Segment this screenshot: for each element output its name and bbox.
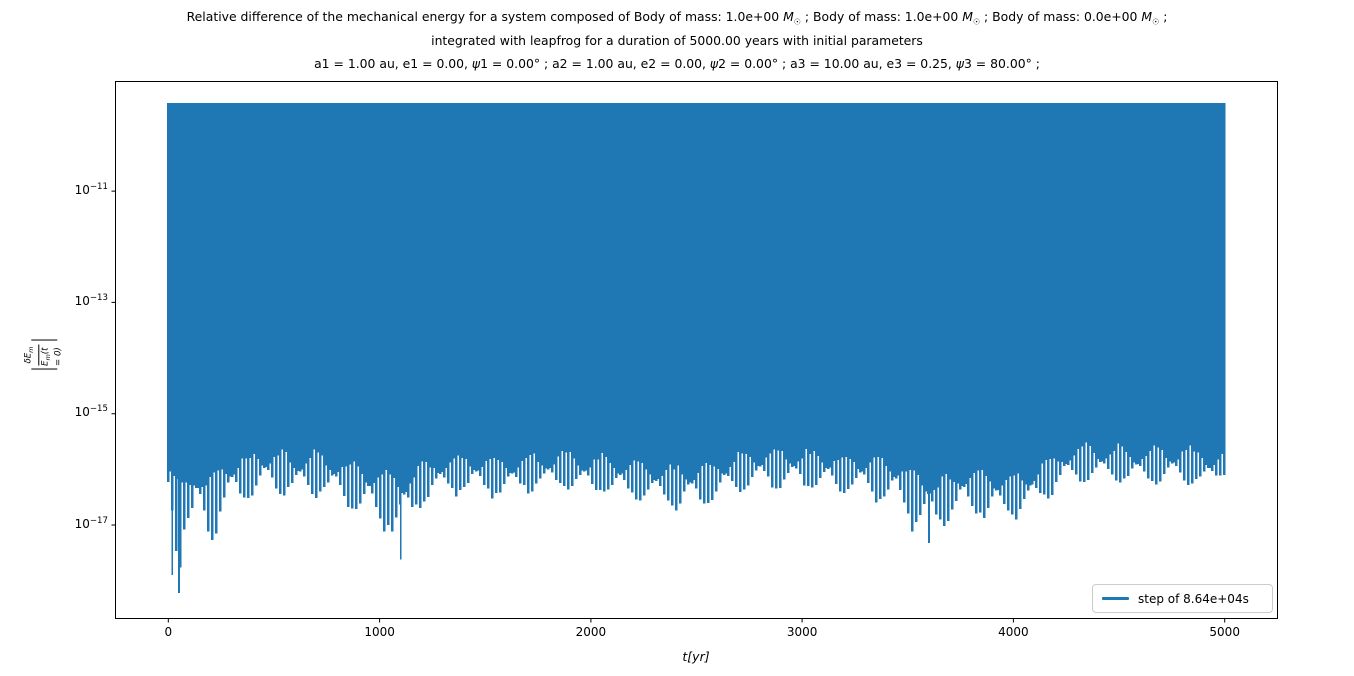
y-axis-label: δEm Em(t = 0) <box>23 340 64 370</box>
x-axis-label: t[yr] <box>682 649 710 664</box>
ylabel-fraction: δEm Em(t = 0) <box>23 344 64 366</box>
x-tick-label: 2000 <box>575 625 607 639</box>
y-tick-label: 10−13 <box>74 292 108 308</box>
energy-error-series <box>167 103 1226 568</box>
x-tick-label: 4000 <box>998 625 1029 639</box>
chart-title-line-3: a1 = 1.00 au, e1 = 0.00, ψ1 = 0.00° ; a2… <box>314 56 1040 71</box>
legend-label: step of 8.64e+04s <box>1138 591 1249 606</box>
legend-line-sample <box>1102 597 1129 600</box>
chart-title-line-2: integrated with leapfrog for a duration … <box>431 33 923 48</box>
deep-spikes <box>171 103 930 593</box>
y-tick-label: 10−15 <box>74 404 108 420</box>
y-tick-label: 10−17 <box>74 515 108 531</box>
x-tick-label: 1000 <box>364 625 395 639</box>
x-tick-label: 3000 <box>786 625 818 639</box>
x-tick-marks <box>167 618 1226 623</box>
x-tick-label: 0 <box>164 625 173 639</box>
ylabel-left-bar <box>31 368 57 370</box>
x-tick-label: 5000 <box>1209 625 1240 639</box>
ylabel-denominator: Em(t = 0) <box>40 347 64 366</box>
y-tick-label: 10−11 <box>74 181 108 197</box>
legend-box: step of 8.64e+04s <box>1092 584 1273 613</box>
chart-title-line-1: Relative difference of the mechanical en… <box>186 9 1168 27</box>
plot-border <box>115 81 1278 619</box>
ylabel-numerator: δEm <box>23 344 39 366</box>
ylabel-right-bar <box>31 340 57 342</box>
y-tick-marks <box>111 190 116 526</box>
